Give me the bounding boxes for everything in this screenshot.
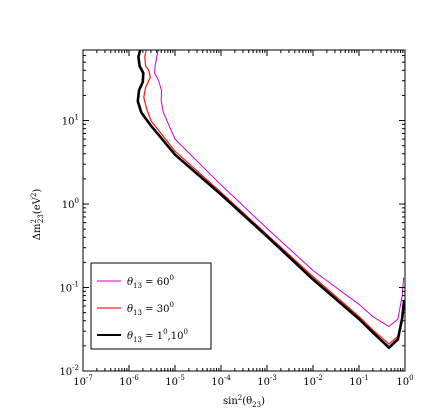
x-tick-base: 10 (349, 377, 362, 388)
legend-theta: θ (127, 304, 133, 315)
y-tick-label-3: 101 (62, 114, 79, 128)
x-tick-base: 10 (303, 377, 316, 388)
x-label-paren: (θ (242, 396, 252, 407)
legend-eq: = (142, 331, 157, 342)
x-tick-exp: 0 (409, 374, 413, 382)
y-tick-base: 10 (62, 200, 75, 211)
legend-sup2: 0 (183, 328, 187, 336)
x-tick-label-4: 10-3 (257, 374, 277, 388)
legend-sup: 0 (169, 301, 173, 309)
ticks-layer (82, 49, 405, 372)
legend-comma: , (168, 331, 171, 342)
series-layer (136, 50, 405, 349)
legend-eq: = (142, 304, 157, 315)
x-tick-base: 10 (211, 377, 224, 388)
x-tick-base: 10 (119, 377, 132, 388)
y-label-sub: 23 (37, 214, 45, 223)
x-tick-label-0: 10-7 (73, 374, 93, 388)
legend-entry-0: θ13 = 600 (127, 274, 174, 290)
y-tick-base: 10 (59, 367, 72, 378)
x-tick-label-7: 100 (396, 374, 413, 388)
x-tick-exp: -7 (86, 374, 93, 382)
x-tick-exp: -6 (132, 374, 139, 382)
legend-entry-1: θ13 = 300 (127, 301, 174, 317)
x-label-prefix: sin (223, 396, 238, 407)
x-label-suffix: ) (261, 396, 265, 407)
y-label-prefix: Δm (32, 223, 43, 240)
x-tick-label-2: 10-5 (165, 374, 185, 388)
x-tick-base: 10 (396, 377, 409, 388)
y-label-unit-suffix: ) (32, 189, 43, 193)
legend-eq: = (142, 277, 157, 288)
legend-theta: θ (127, 331, 133, 342)
x-tick-base: 10 (165, 377, 178, 388)
series-line-2 (136, 50, 405, 349)
y-tick-label-1: 10-1 (59, 281, 79, 295)
series-line-1 (143, 50, 405, 345)
labels-layer: 10-7 10-6 10-5 10-4 10-3 10-2 10-1 10010-210-11… (30, 114, 414, 409)
x-tick-label-6: 10-1 (349, 374, 369, 388)
legend-sup: 0 (169, 274, 173, 282)
legend-val: 1 (157, 331, 163, 342)
legend-sup: 0 (163, 328, 167, 336)
x-tick-exp: -3 (270, 374, 277, 382)
x-label-sup: 2 (238, 394, 242, 402)
x-tick-exp: -1 (362, 374, 369, 382)
y-label-unit-sup: 2 (30, 193, 38, 197)
x-tick-exp: -2 (316, 374, 323, 382)
x-tick-exp: -4 (224, 374, 231, 382)
legend-theta: θ (127, 277, 133, 288)
legend-entry-2: θ13 = 10,100 (127, 328, 188, 344)
y-tick-exp: -2 (72, 364, 79, 372)
legend-sub: 13 (133, 282, 142, 290)
x-axis-label: sin2(θ23) (223, 394, 265, 409)
x-tick-label-5: 10-2 (303, 374, 323, 388)
y-tick-exp: 1 (75, 114, 79, 122)
y-tick-label-0: 10-2 (59, 364, 79, 378)
y-tick-label-2: 100 (62, 197, 79, 211)
x-tick-label-1: 10-6 (119, 374, 139, 388)
y-axis-label: Δm223(eV2) (30, 189, 45, 241)
y-tick-base: 10 (62, 117, 75, 128)
y-tick-exp: -1 (72, 281, 79, 289)
x-tick-exp: -5 (178, 374, 185, 382)
series-line-0 (154, 50, 405, 328)
y-label-unit: (eV (32, 196, 43, 214)
plot-frame (82, 49, 406, 372)
legend-sub: 13 (133, 336, 142, 344)
legend-val: 60 (157, 277, 170, 288)
legend-val2: 10 (171, 331, 184, 342)
y-tick-base: 10 (59, 284, 72, 295)
legend-val: 30 (157, 304, 170, 315)
y-tick-exp: 0 (75, 197, 79, 205)
y-label-sup: 2 (30, 219, 38, 223)
legend-sub: 13 (133, 309, 142, 317)
x-label-sub: 23 (252, 401, 261, 409)
x-tick-base: 10 (73, 377, 86, 388)
x-tick-base: 10 (257, 377, 270, 388)
x-tick-label-3: 10-4 (211, 374, 231, 388)
